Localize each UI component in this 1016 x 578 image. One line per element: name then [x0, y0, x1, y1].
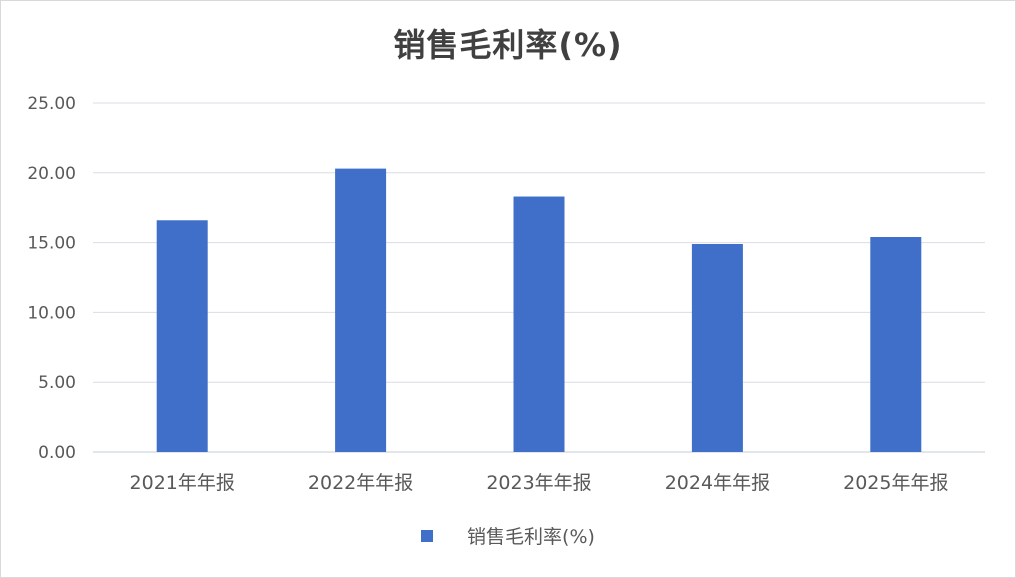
x-tick-label: 2021年年报 [130, 472, 235, 494]
y-tick-label: 25.00 [27, 94, 76, 114]
y-tick-label: 15.00 [27, 234, 76, 254]
x-tick-label: 2025年年报 [843, 472, 948, 494]
bar [691, 243, 743, 452]
x-tick-label: 2024年年报 [665, 472, 770, 494]
legend-swatch [421, 529, 434, 542]
bar [156, 220, 208, 452]
y-tick-label: 0.00 [38, 443, 76, 463]
bar [870, 237, 922, 452]
bar [335, 168, 387, 452]
x-tick-label: 2023年年报 [486, 472, 591, 494]
legend: 销售毛利率(%) [0, 522, 1016, 549]
bar [513, 196, 565, 452]
x-tick-label: 2022年年报 [308, 472, 413, 494]
y-tick-label: 10.00 [27, 303, 76, 323]
y-tick-label: 5.00 [38, 373, 76, 393]
legend-label: 销售毛利率(%) [467, 526, 595, 548]
chart-title: 销售毛利率(%) [393, 26, 623, 64]
y-tick-label: 20.00 [27, 164, 76, 184]
